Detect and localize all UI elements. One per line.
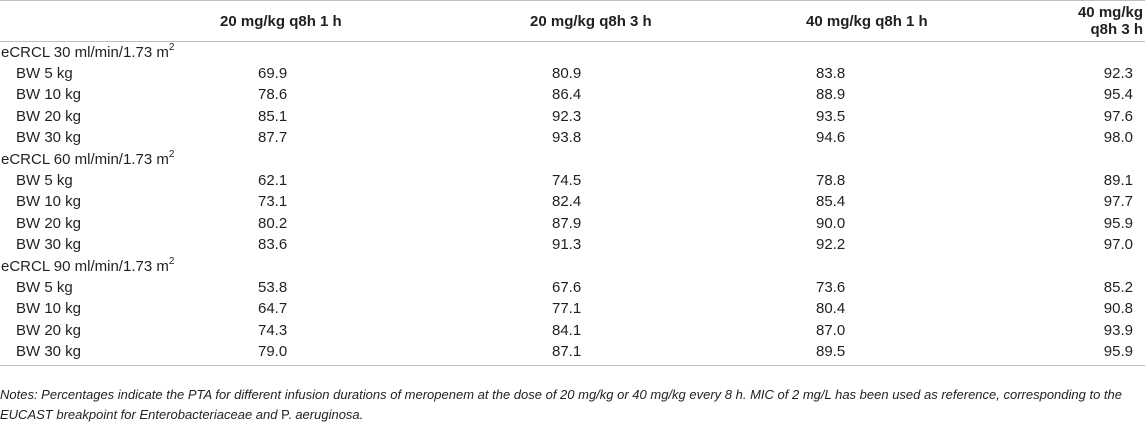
table-row: BW 20 kg 74.3 84.1 87.0 93.9	[0, 320, 1145, 341]
notes-genus: P.	[281, 406, 292, 422]
table-cell: 73.6	[816, 278, 846, 296]
table-cell: 80.2	[258, 214, 288, 232]
row-label: BW 5 kg	[16, 65, 73, 83]
table-row: BW 5 kg 62.1 74.5 78.8 89.1	[0, 170, 1145, 191]
row-label: BW 10 kg	[16, 300, 82, 318]
table-cell: 94.6	[816, 129, 846, 147]
notes-text: Notes: Percentages indicate the PTA for …	[0, 387, 1123, 422]
table-row: BW 5 kg 69.9 80.9 83.8 92.3	[0, 63, 1145, 84]
header-row: 20 mg/kg q8h 1 h 20 mg/kg q8h 3 h 40 mg/…	[0, 0, 1145, 42]
group-label: eCRCL 60 ml/min/1.73 m2	[0, 149, 1145, 170]
row-label: BW 20 kg	[16, 321, 82, 339]
table-cell: 97.7	[1103, 193, 1133, 211]
group-row: eCRCL 90 ml/min/1.73 m2	[0, 256, 1145, 277]
table-cell: 79.0	[258, 343, 288, 361]
row-label: BW 10 kg	[16, 193, 82, 211]
header-40mg-1h: 40 mg/kg q8h 1 h	[806, 12, 928, 30]
table-cell: 85.1	[258, 107, 288, 125]
table-row: BW 30 kg 79.0 87.1 89.5 95.9	[0, 341, 1145, 365]
table-cell: 93.9	[1103, 321, 1133, 339]
group-label: eCRCL 90 ml/min/1.73 m2	[0, 256, 1145, 277]
table-cell: 87.9	[552, 214, 582, 232]
table-cell: 69.9	[258, 65, 288, 83]
row-label: BW 5 kg	[16, 172, 73, 190]
table-cell: 83.6	[258, 236, 288, 254]
group-label-superscript: 2	[168, 148, 175, 160]
table-row: BW 5 kg 53.8 67.6 73.6 85.2	[0, 277, 1145, 298]
group-label: eCRCL 30 ml/min/1.73 m2	[0, 42, 1145, 64]
group-label-text: eCRCL 60 ml/min/1.73 m	[1, 150, 169, 168]
table-body: eCRCL 30 ml/min/1.73 m2 BW 5 kg 69.9 80.9 83…	[0, 42, 1145, 366]
group-row: eCRCL 60 ml/min/1.73 m2	[0, 149, 1145, 170]
table-cell: 87.0	[816, 321, 846, 339]
table-cell: 95.9	[1103, 214, 1133, 232]
table-cell: 73.1	[258, 193, 288, 211]
row-label: BW 30 kg	[16, 129, 82, 147]
header-20mg-1h: 20 mg/kg q8h 1 h	[220, 12, 342, 30]
table-cell: 98.0	[1103, 129, 1133, 147]
group-label-text: eCRCL 30 ml/min/1.73 m	[1, 43, 169, 61]
table-cell: 64.7	[258, 300, 288, 318]
table-cell: 92.3	[552, 107, 582, 125]
table-cell: 97.6	[1103, 107, 1133, 125]
row-label: BW 10 kg	[16, 86, 82, 104]
table-cell: 95.4	[1103, 86, 1133, 104]
table-row: BW 30 kg 87.7 93.8 94.6 98.0	[0, 128, 1145, 149]
table-notes: Notes: Percentages indicate the PTA for …	[0, 385, 1140, 424]
table-cell: 87.7	[258, 129, 288, 147]
table-row: BW 30 kg 83.6 91.3 92.2 97.0	[0, 235, 1145, 256]
header-20mg-3h: 20 mg/kg q8h 3 h	[530, 12, 652, 30]
table-cell: 80.9	[552, 65, 582, 83]
table-cell: 95.9	[1103, 343, 1133, 361]
table-cell: 87.1	[552, 343, 582, 361]
table-row: BW 10 kg 64.7 77.1 80.4 90.8	[0, 299, 1145, 320]
table-cell: 93.5	[816, 107, 846, 125]
group-label-superscript: 2	[168, 41, 175, 53]
group-label-text: eCRCL 90 ml/min/1.73 m	[1, 257, 169, 275]
table-cell: 82.4	[552, 193, 582, 211]
table-row: BW 20 kg 85.1 92.3 93.5 97.6	[0, 106, 1145, 127]
table-row: BW 10 kg 78.6 86.4 88.9 95.4	[0, 85, 1145, 106]
header-empty	[0, 1, 214, 42]
group-row: eCRCL 30 ml/min/1.73 m2	[0, 42, 1145, 64]
table-cell: 89.5	[816, 343, 846, 361]
table-cell: 92.3	[1103, 65, 1133, 83]
row-label: BW 30 kg	[16, 343, 82, 361]
table-cell: 92.2	[816, 236, 846, 254]
notes-species: aeruginosa.	[291, 406, 364, 422]
table-cell: 78.8	[816, 172, 846, 190]
table-cell: 90.8	[1103, 300, 1133, 318]
table-cell: 86.4	[552, 86, 582, 104]
header-40mg-3h: 40 mg/kg q8h 3 h	[1077, 4, 1143, 38]
table-cell: 97.0	[1103, 236, 1133, 254]
table-cell: 93.8	[552, 129, 582, 147]
table-cell: 78.6	[258, 86, 288, 104]
table-cell: 74.5	[552, 172, 582, 190]
table-cell: 80.4	[816, 300, 846, 318]
table-cell: 67.6	[552, 278, 582, 296]
row-label: BW 20 kg	[16, 107, 82, 125]
row-label: BW 5 kg	[16, 278, 73, 296]
table-cell: 85.4	[816, 193, 846, 211]
table-cell: 84.1	[552, 321, 582, 339]
table-row: BW 20 kg 80.2 87.9 90.0 95.9	[0, 213, 1145, 234]
table-cell: 74.3	[258, 321, 288, 339]
table-cell: 77.1	[552, 300, 582, 318]
table-cell: 88.9	[816, 86, 846, 104]
table-cell: 91.3	[552, 236, 582, 254]
table-cell: 85.2	[1103, 278, 1133, 296]
row-label: BW 30 kg	[16, 236, 82, 254]
table-cell: 89.1	[1103, 172, 1133, 190]
group-label-superscript: 2	[168, 255, 175, 267]
pta-table: 20 mg/kg q8h 1 h 20 mg/kg q8h 3 h 40 mg/…	[0, 0, 1145, 366]
table-row: BW 10 kg 73.1 82.4 85.4 97.7	[0, 192, 1145, 213]
table-cell: 90.0	[816, 214, 846, 232]
row-label: BW 20 kg	[16, 214, 82, 232]
table-cell: 83.8	[816, 65, 846, 83]
table-cell: 53.8	[258, 278, 288, 296]
table-cell: 62.1	[258, 172, 288, 190]
